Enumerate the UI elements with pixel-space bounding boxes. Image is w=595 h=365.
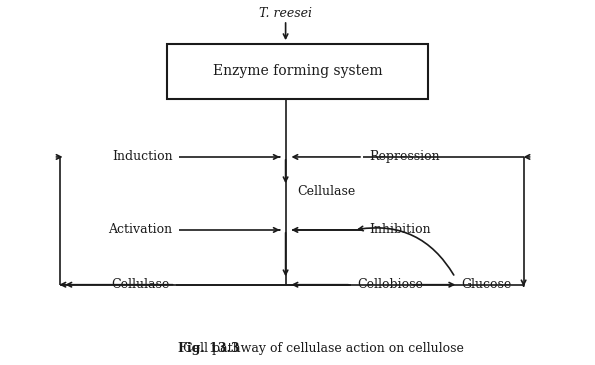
Text: Cellobiose: Cellobiose [357,278,423,291]
Text: Cellulase: Cellulase [111,278,170,291]
FancyBboxPatch shape [167,44,428,99]
Text: Fig. 13.3: Fig. 13.3 [178,342,240,355]
Text: Induction: Induction [112,150,173,164]
Text: Glucose: Glucose [461,278,511,291]
Text: Cell pathway of cellulase action on cellulose: Cell pathway of cellulase action on cell… [179,342,464,355]
Text: Inhibition: Inhibition [369,223,431,237]
Text: Cellulase: Cellulase [298,185,356,198]
Text: T. reesei: T. reesei [259,7,312,20]
Text: Enzyme forming system: Enzyme forming system [212,64,383,78]
Text: Activation: Activation [108,223,173,237]
Text: Repression: Repression [369,150,440,164]
FancyArrowPatch shape [359,226,454,275]
